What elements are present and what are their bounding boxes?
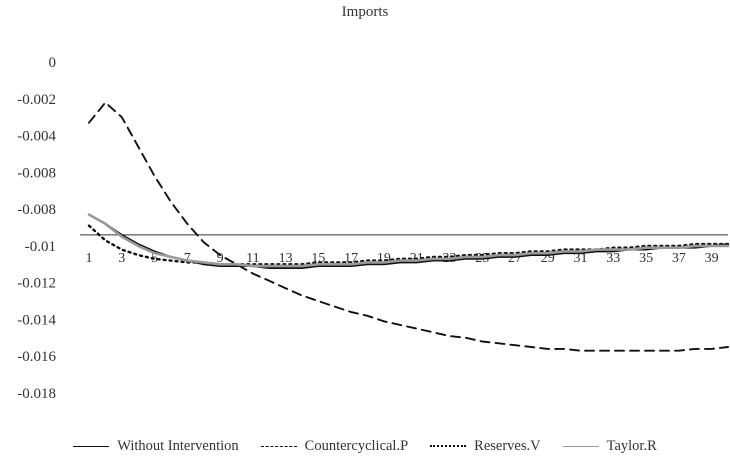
x-tick-label: 1	[86, 251, 93, 266]
x-tick-label: 33	[606, 251, 620, 266]
y-tick-label: -0.016	[17, 349, 56, 365]
y-tick-label: -0.018	[17, 386, 56, 402]
y-tick-label: -0.014	[17, 312, 56, 328]
x-tick-label: 37	[672, 251, 686, 266]
x-tick-label: 31	[574, 251, 588, 266]
x-tick-label: 11	[246, 251, 259, 266]
y-tick-label: -0.008	[17, 165, 56, 181]
y-tick-label: -0.008	[17, 202, 56, 218]
y-tick-label: -0.002	[17, 92, 56, 108]
legend-swatch	[562, 445, 599, 447]
chart-legend: Without Intervention Countercyclical.P Res…	[0, 435, 730, 457]
y-tick-label: 0	[49, 55, 57, 71]
series-line-countercyclical-p	[88, 101, 729, 352]
legend-item: Reserves.V	[430, 437, 541, 455]
x-tick-label: 39	[705, 251, 719, 266]
legend-swatch	[73, 445, 110, 447]
y-tick-label: -0.004	[17, 129, 56, 145]
legend-item: Taylor.R	[562, 437, 657, 455]
series-line-taylor-r	[87, 213, 730, 268]
x-tick-label: 13	[279, 251, 293, 266]
x-tick-label: 9	[217, 251, 224, 266]
x-tick-label: 35	[639, 251, 653, 266]
x-tick-label: 3	[118, 251, 125, 266]
x-tick-label: 7	[184, 251, 191, 266]
legend-label: Countercyclical.P	[304, 437, 409, 454]
legend-item: Countercyclical.P	[260, 437, 409, 455]
legend-swatch	[430, 445, 467, 447]
legend-label: Reserves.V	[474, 437, 541, 454]
legend-item: Without Intervention	[73, 437, 239, 455]
legend-label: Taylor.R	[606, 437, 657, 454]
y-tick-label: -0.012	[17, 276, 56, 292]
y-tick-label: -0.01	[25, 239, 56, 255]
chart-title: Imports	[341, 4, 389, 20]
legend-label: Without Intervention	[117, 437, 239, 454]
legend-swatch	[260, 445, 297, 447]
